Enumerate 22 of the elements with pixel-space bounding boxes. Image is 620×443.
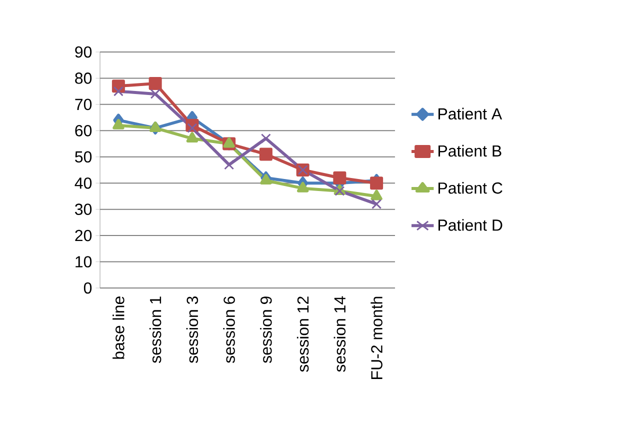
legend-label: Patient C — [438, 182, 502, 194]
y-tick-label: 30 — [75, 204, 92, 215]
y-tick-label: 20 — [75, 230, 92, 242]
x-tick-label: session 6 — [223, 296, 235, 363]
x-tick-label: session 14 — [334, 296, 346, 372]
y-tick-label: 40 — [74, 177, 92, 189]
x-tick-label: session 12 — [296, 296, 309, 372]
x-tick-label: session 9 — [260, 296, 272, 363]
y-tick-label: 60 — [75, 125, 92, 136]
y-tick-label: 90 — [75, 46, 92, 58]
x-tick-label: session 3 — [186, 296, 198, 363]
x-tick-label: FU-2 month — [370, 296, 382, 379]
x-tick-label: base line — [112, 296, 124, 359]
legend-label: Patient D — [438, 219, 502, 231]
x-tick-label: session 1 — [149, 296, 162, 363]
legend-label: Patient A — [438, 108, 502, 120]
y-tick-label: 80 — [75, 72, 92, 84]
y-tick-label: 10 — [76, 256, 92, 268]
y-tick-label: 0 — [84, 282, 92, 294]
y-tick-label: 70 — [75, 98, 92, 110]
y-tick-label: 50 — [75, 151, 92, 163]
legend-label: Patient B — [438, 144, 502, 157]
